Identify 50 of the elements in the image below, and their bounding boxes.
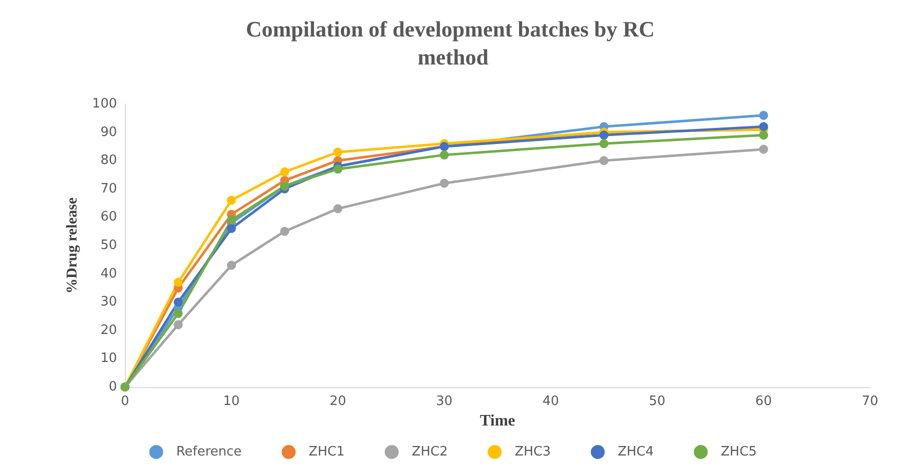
point (759, 130, 768, 140)
y-tick-label: 50 (100, 238, 117, 253)
point (280, 226, 290, 236)
point (333, 148, 342, 157)
x-axis-title: Time (480, 412, 516, 430)
point (599, 156, 608, 166)
legend-label: ZHC3 (514, 444, 551, 460)
point (333, 204, 342, 214)
point (174, 308, 183, 318)
point (226, 260, 236, 270)
point (226, 216, 236, 225)
point (174, 298, 183, 307)
y-tick-label: 70 (100, 181, 117, 196)
point (226, 196, 236, 205)
y-tick-label: 40 (100, 266, 117, 282)
x-tick-label: 60 (755, 394, 772, 409)
chart-title: Compilation of development batches by RC method (246, 16, 660, 70)
x-tick-label: 40 (542, 394, 559, 409)
legend-label: ZHC2 (412, 444, 448, 460)
point (440, 150, 449, 160)
legend-label: ZHC5 (720, 444, 757, 460)
y-tick-label: 30 (100, 294, 117, 310)
point (599, 139, 608, 148)
legend-label: ZHC4 (618, 444, 654, 460)
point (333, 164, 342, 174)
x-tick-label: 50 (648, 394, 666, 409)
point (280, 167, 290, 176)
y-tick-label: 80 (100, 153, 117, 168)
legend-label: ZHC1 (308, 444, 345, 460)
x-tick-label: 0 (120, 394, 130, 409)
y-tick-label: 100 (92, 96, 117, 112)
point (759, 144, 768, 154)
point (174, 320, 183, 330)
x-tick-label: 10 (223, 394, 240, 409)
x-tick-label: 30 (436, 394, 453, 409)
point (759, 110, 768, 120)
point (440, 178, 449, 188)
point (174, 278, 183, 287)
y-tick-label: 60 (100, 210, 117, 225)
y-tick-label: 0 (108, 380, 117, 394)
point (759, 122, 768, 132)
y-axis-title: %Drug release (64, 197, 80, 294)
x-tick-label: 20 (330, 394, 346, 409)
y-tick-label: 20 (100, 322, 117, 338)
y-tick-label: 10 (100, 351, 117, 366)
legend-label: Reference (176, 444, 242, 460)
y-tick-label: 90 (100, 124, 117, 140)
point (226, 224, 236, 234)
x-tick-label: 70 (862, 394, 878, 409)
point (599, 130, 608, 140)
